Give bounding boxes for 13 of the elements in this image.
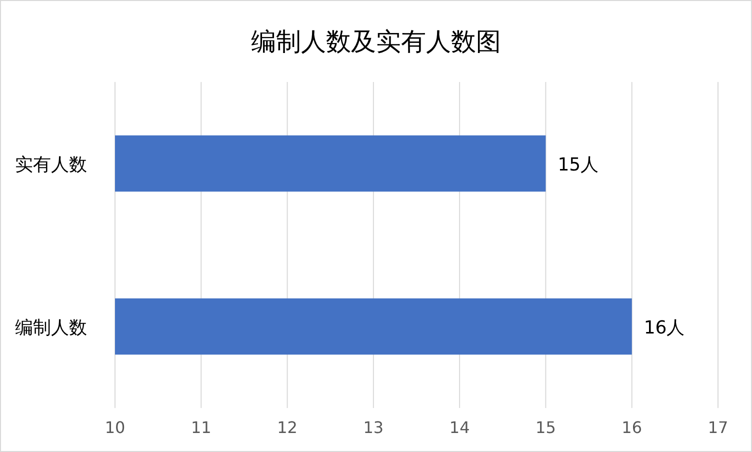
xtick: 16 [622, 418, 642, 437]
ytick: 实有人数 [15, 154, 87, 176]
value-label: 15人 [558, 154, 599, 176]
value-label: 16人 [644, 318, 685, 338]
title: 编制人数及实有人数图 [251, 27, 501, 56]
ytick: 编制人数 [15, 318, 87, 338]
xtick: 13 [363, 418, 384, 437]
xtick: 12 [277, 418, 298, 437]
xtick: 15 [536, 418, 556, 437]
xtick: 14 [449, 418, 470, 437]
xtick: 17 [708, 418, 728, 437]
xtick: 11 [190, 418, 212, 437]
xtick: 10 [104, 418, 126, 437]
